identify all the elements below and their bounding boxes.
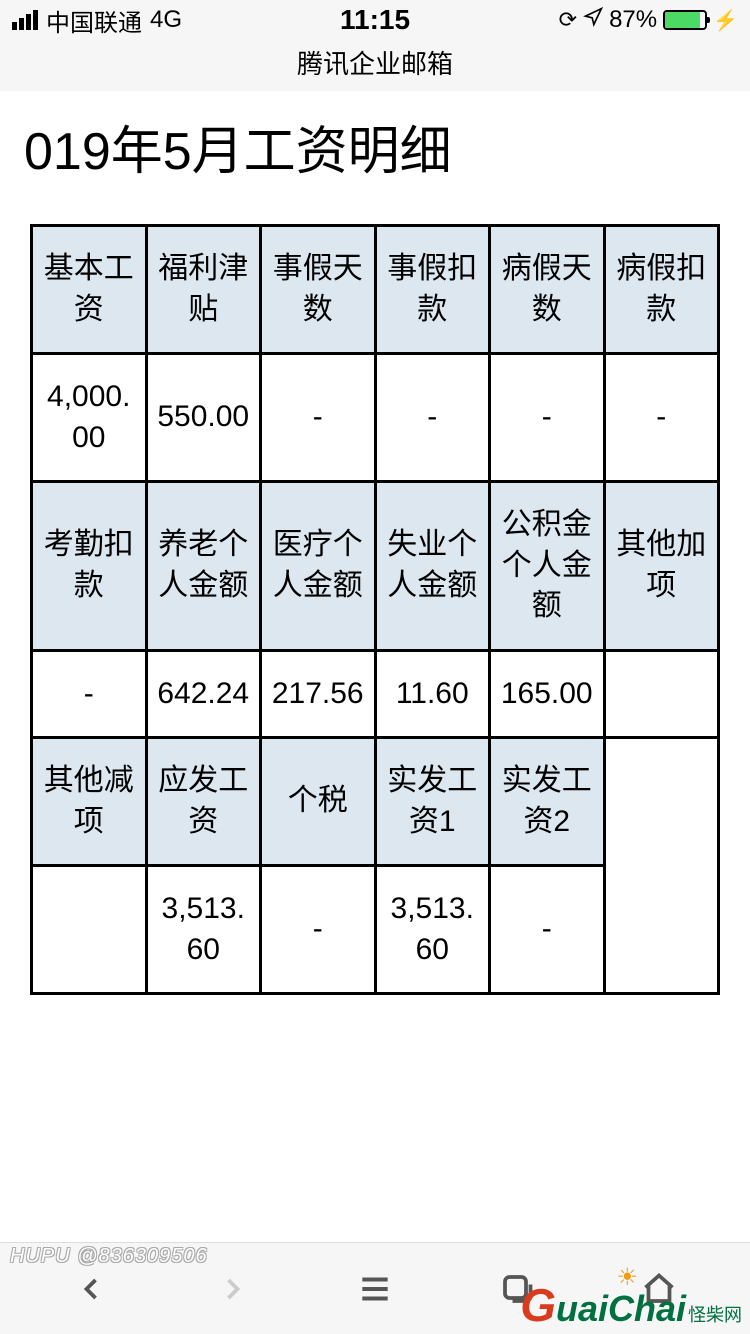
table-cell: 642.24 xyxy=(146,650,261,738)
rotation-lock-icon: ⟳ xyxy=(559,7,577,33)
table-header: 应发工资 xyxy=(146,738,261,866)
menu-icon[interactable] xyxy=(345,1259,405,1319)
table-header: 公积金个人金额 xyxy=(490,482,605,651)
table-cell: - xyxy=(490,866,605,994)
watermark-hupu: HUPU @836309506 xyxy=(10,1245,208,1268)
table-cell: 3,513.60 xyxy=(146,866,261,994)
page-title: 019年5月工资明细 xyxy=(0,91,750,224)
table-header: 实发工资1 xyxy=(375,738,490,866)
table-header: 养老个人金额 xyxy=(146,482,261,651)
salary-table: 基本工资 福利津贴 事假天数 事假扣款 病假天数 病假扣款 4,000.00 5… xyxy=(30,224,720,995)
table-cell xyxy=(32,866,147,994)
table-header: 其他加项 xyxy=(604,482,719,651)
battery-percent: 87% xyxy=(609,6,657,34)
table-header-row: 基本工资 福利津贴 事假天数 事假扣款 病假天数 病假扣款 xyxy=(32,226,719,354)
table-header-row: 其他减项 应发工资 个税 实发工资1 实发工资2 xyxy=(32,738,719,866)
signal-icon xyxy=(12,10,38,30)
table-cell: - xyxy=(375,354,490,482)
location-icon xyxy=(583,6,603,34)
table-header-row: 考勤扣款 养老个人金额 医疗个人金额 失业个人金额 公积金个人金额 其他加项 xyxy=(32,482,719,651)
table-header: 病假天数 xyxy=(490,226,605,354)
table-cell: - xyxy=(490,354,605,482)
table-header: 失业个人金额 xyxy=(375,482,490,651)
table-row: - 642.24 217.56 11.60 165.00 xyxy=(32,650,719,738)
table-header: 医疗个人金额 xyxy=(261,482,376,651)
table-cell: 550.00 xyxy=(146,354,261,482)
forward-icon[interactable] xyxy=(203,1259,263,1319)
network-label: 4G xyxy=(150,6,182,34)
nav-title: 腾讯企业邮箱 xyxy=(0,40,750,91)
table-cell: - xyxy=(604,354,719,482)
table-header: 事假扣款 xyxy=(375,226,490,354)
table-cell: 165.00 xyxy=(490,650,605,738)
table-cell: 4,000.00 xyxy=(32,354,147,482)
watermark-guaichai: GuaiChai怪柴网 xyxy=(520,1278,742,1332)
table-cell: - xyxy=(261,866,376,994)
table-header: 其他减项 xyxy=(32,738,147,866)
carrier-label: 中国联通 xyxy=(46,3,142,38)
table-header: 考勤扣款 xyxy=(32,482,147,651)
table-cell: - xyxy=(261,354,376,482)
table-cell: - xyxy=(32,650,147,738)
charging-icon: ⚡ xyxy=(713,8,738,33)
clock-label: 11:15 xyxy=(340,4,410,36)
table-cell xyxy=(604,650,719,738)
table-header: 事假天数 xyxy=(261,226,376,354)
status-bar: 中国联通 4G 11:15 ⟳ 87% ⚡ xyxy=(0,0,750,40)
table-header: 实发工资2 xyxy=(490,738,605,866)
table-header: 基本工资 xyxy=(32,226,147,354)
table-header: 个税 xyxy=(261,738,376,866)
table-cell: 217.56 xyxy=(261,650,376,738)
table-header: 福利津贴 xyxy=(146,226,261,354)
table-header xyxy=(604,738,719,866)
battery-icon xyxy=(663,10,707,30)
table-row: 4,000.00 550.00 - - - - xyxy=(32,354,719,482)
table-cell: 11.60 xyxy=(375,650,490,738)
table-cell xyxy=(604,866,719,994)
table-cell: 3,513.60 xyxy=(375,866,490,994)
table-header: 病假扣款 xyxy=(604,226,719,354)
table-row: 3,513.60 - 3,513.60 - xyxy=(32,866,719,994)
